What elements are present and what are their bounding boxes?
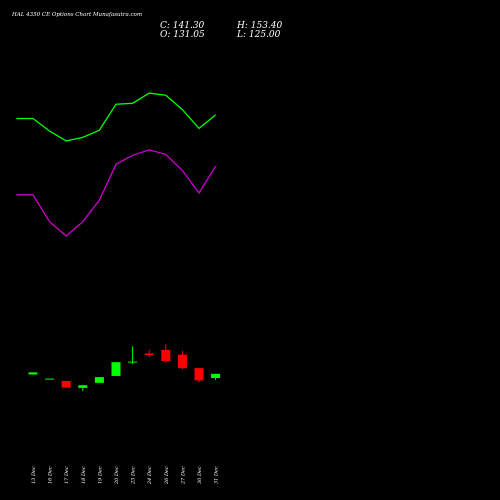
lower-band-line [16, 149, 217, 237]
x-tick-label: 17 Dec [64, 466, 70, 484]
upper-band-line [16, 92, 217, 142]
candle [128, 346, 138, 364]
x-tick-label: 30 Dec [197, 466, 203, 484]
candle-body [61, 381, 71, 388]
x-tick-label: 31 Dec [214, 466, 220, 484]
candle [28, 372, 38, 375]
x-tick-label: 27 Dec [180, 466, 186, 485]
chart-title: HAL 4350 CE Options Chart Munafasutra.co… [11, 12, 142, 18]
candle [111, 362, 121, 376]
candle [194, 368, 204, 383]
close-value: C: 141.30 [160, 21, 205, 31]
candle [61, 381, 71, 388]
bands-layer [16, 92, 217, 237]
x-tick-label: 26 Dec [164, 466, 170, 485]
candle [177, 350, 187, 370]
candle-body [28, 372, 38, 375]
candles-layer [28, 344, 221, 392]
low-value: L: 125.00 [236, 30, 281, 40]
candle-body [177, 354, 187, 369]
candle [211, 373, 221, 380]
candle [94, 377, 104, 383]
candle-body [194, 368, 204, 381]
candle-body [161, 349, 171, 361]
candle-body [211, 373, 221, 379]
x-tick-label: 16 Dec [48, 466, 54, 484]
x-tick-label: 19 Dec [97, 466, 103, 484]
candle-body [144, 353, 154, 356]
x-tick-label: 24 Dec [147, 466, 153, 485]
candle-body [111, 362, 121, 376]
candle [45, 378, 55, 380]
candle-body [94, 377, 104, 383]
x-tick-label: 20 Dec [114, 466, 120, 485]
x-tick-label: 13 Dec [31, 466, 37, 484]
x-tick-label: 18 Dec [81, 466, 87, 484]
candle [161, 344, 171, 363]
x-axis-ticks: 13 Dec 16 Dec 17 Dec 18 Dec 19 Dec 20 Dec 23 D… [31, 466, 220, 485]
candle-body [45, 378, 55, 380]
candle [144, 349, 154, 357]
open-value: O: 131.05 [160, 30, 205, 40]
high-value: H: 153.40 [236, 21, 283, 31]
candle-body [78, 385, 88, 388]
x-tick-label: 23 Dec [131, 466, 137, 485]
candle-body [128, 361, 138, 363]
candle [78, 385, 88, 392]
